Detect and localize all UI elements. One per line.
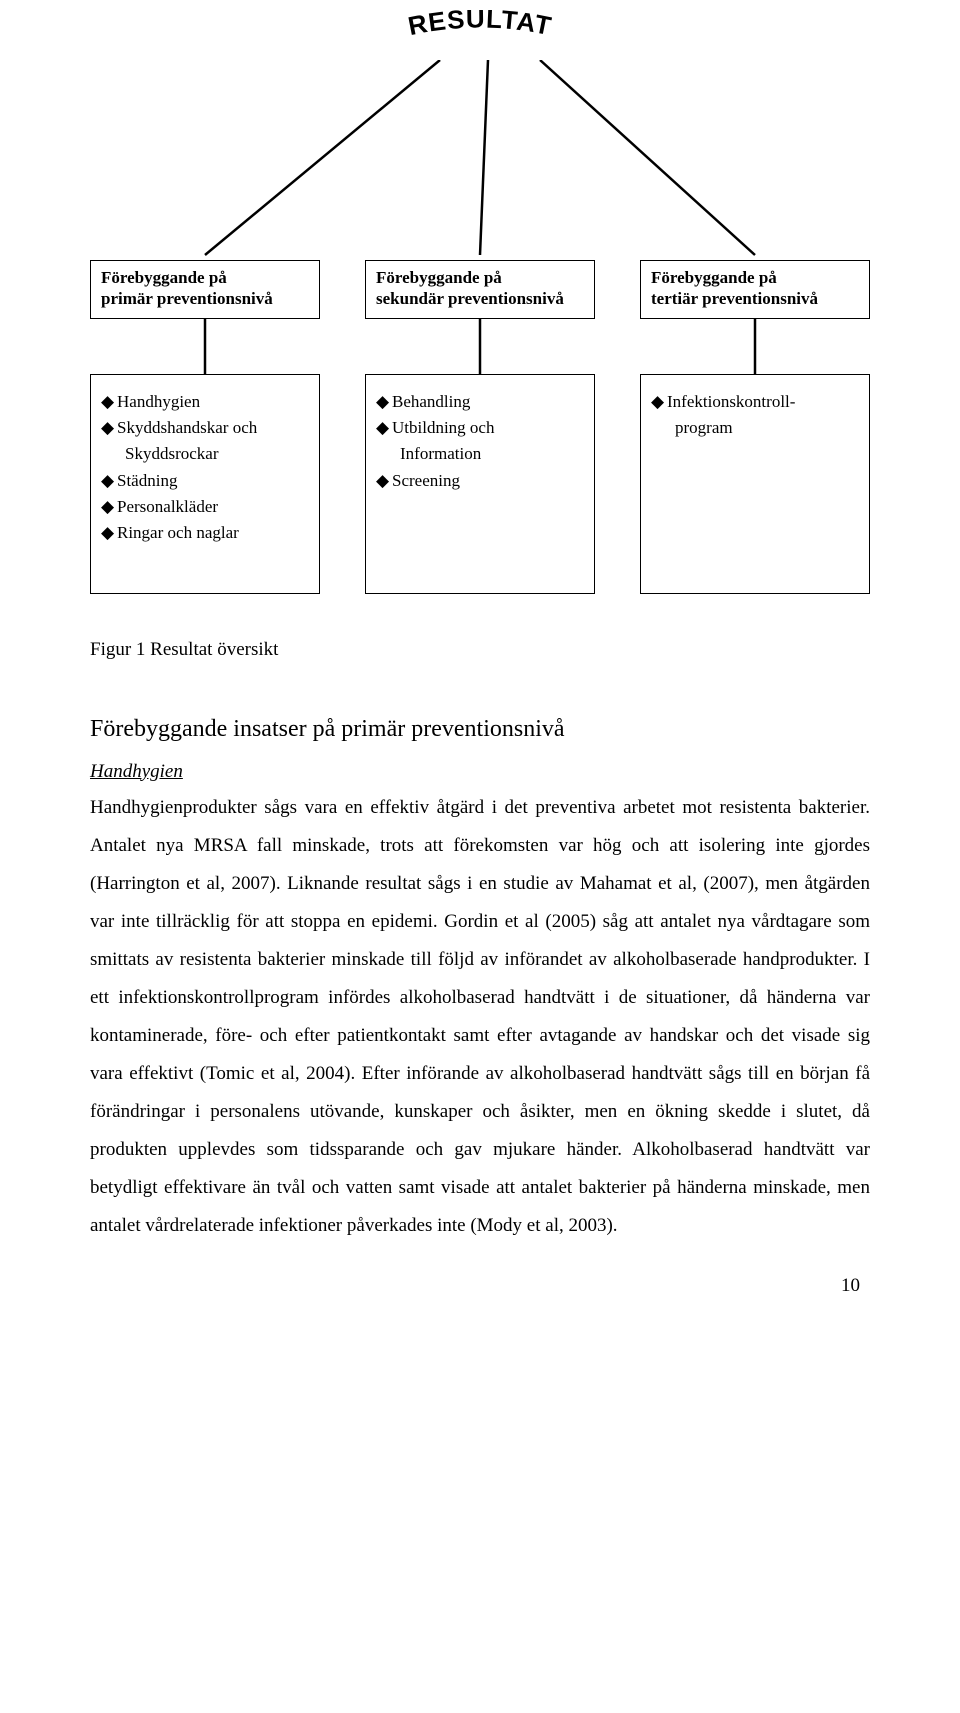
diagram-header-line2: sekundär preventionsnivå [376,289,564,308]
figure-caption: Figur 1 Resultat översikt [90,639,870,661]
list-item: ◆Personalkläder [101,494,309,520]
svg-text:RESULTAT: RESULTAT [406,10,555,41]
diagram-detail-box: ◆Handhygien ◆Skyddshandskar ochSkyddsroc… [90,374,320,594]
diagram-header-line1: Förebyggande på [376,268,502,287]
diagram-header-box: Förebyggande på primär preventionsnivå [90,260,320,319]
detail-list: ◆Handhygien ◆Skyddshandskar ochSkyddsroc… [101,389,309,547]
sub-heading: Handhygien [90,761,870,783]
list-item: ◆Behandling [376,389,584,415]
detail-list: ◆Behandling ◆Utbildning ochInformation ◆… [376,389,584,494]
page: RESULTAT Förebyggande på primär preventi… [0,10,960,1337]
list-item: ◆Infektionskontroll-program [651,389,859,442]
diagram-header-line1: Förebyggande på [651,268,777,287]
diagram: RESULTAT Förebyggande på primär preventi… [90,10,870,594]
diagram-detail-box: ◆Behandling ◆Utbildning ochInformation ◆… [365,374,595,594]
detail-list: ◆Infektionskontroll-program [651,389,859,442]
body-paragraph: Handhygienprodukter sågs vara en effekti… [90,789,870,1245]
diagram-header-line2: tertiär preventionsnivå [651,289,818,308]
page-number: 10 [90,1275,870,1297]
diagram-detail-row: ◆Handhygien ◆Skyddshandskar ochSkyddsroc… [90,374,870,594]
list-item: ◆Handhygien [101,389,309,415]
list-item: ◆Skyddshandskar ochSkyddsrockar [101,415,309,468]
diagram-mid-connectors [90,319,870,374]
list-item: ◆Städning [101,468,309,494]
section-heading: Förebyggande insatser på primär preventi… [90,716,870,743]
diagram-top-connectors [90,60,870,260]
diagram-header-line2: primär preventionsnivå [101,289,273,308]
list-item: ◆Screening [376,468,584,494]
diagram-header-row: Förebyggande på primär preventionsnivå F… [90,260,870,319]
diagram-title: RESULTAT [330,10,630,60]
list-item: ◆Utbildning ochInformation [376,415,584,468]
diagram-header-line1: Förebyggande på [101,268,227,287]
list-item: ◆Ringar och naglar [101,520,309,546]
diagram-header-box: Förebyggande på sekundär preventionsnivå [365,260,595,319]
diagram-header-box: Förebyggande på tertiär preventionsnivå [640,260,870,319]
diagram-detail-box: ◆Infektionskontroll-program [640,374,870,594]
